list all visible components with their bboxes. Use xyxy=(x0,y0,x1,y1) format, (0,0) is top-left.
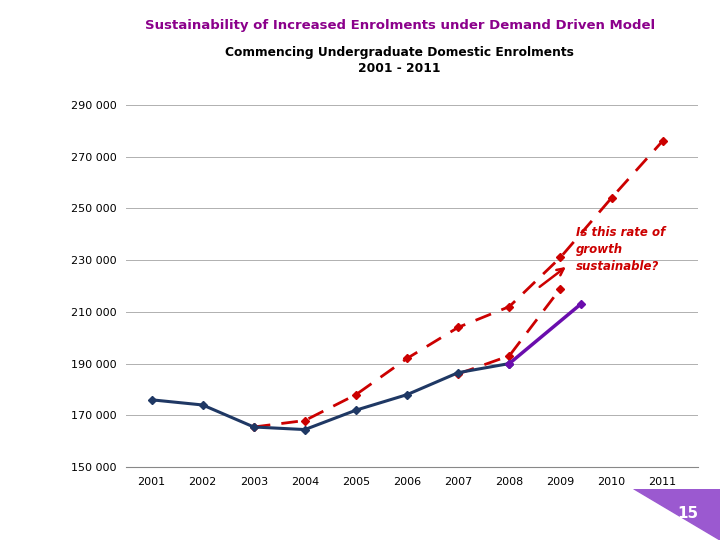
Text: 15: 15 xyxy=(678,506,698,521)
Polygon shape xyxy=(634,489,720,540)
Text: Commencing Undergraduate Domestic Enrolments: Commencing Undergraduate Domestic Enrolm… xyxy=(225,46,574,59)
Text: NTEU National Teaching Conference 2013: NTEU National Teaching Conference 2013 xyxy=(30,132,40,365)
Text: 2001 - 2011: 2001 - 2011 xyxy=(359,62,441,75)
Text: Paul Kniest  - NTEU Policy and Research Unit: Paul Kniest - NTEU Policy and Research U… xyxy=(192,507,528,520)
Text: Is this rate of
growth
sustainable?: Is this rate of growth sustainable? xyxy=(576,226,665,273)
Polygon shape xyxy=(0,475,83,540)
Text: Sustainability of Increased Enrolments under Demand Driven Model: Sustainability of Increased Enrolments u… xyxy=(145,19,654,32)
